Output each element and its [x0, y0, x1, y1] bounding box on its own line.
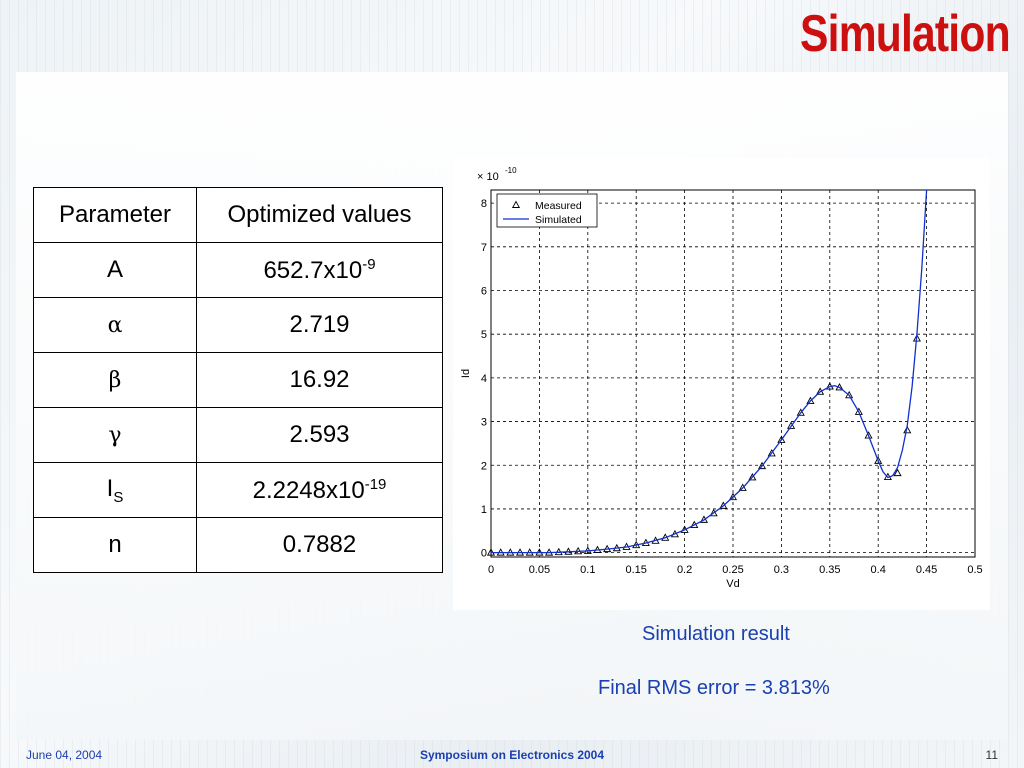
measured-point	[748, 473, 757, 481]
measured-point	[893, 468, 902, 477]
measured-point	[719, 501, 728, 509]
table-header-parameter: Parameter	[33, 187, 197, 243]
measured-point	[874, 456, 883, 464]
param-cell: IS	[33, 462, 197, 518]
y-tick-label: 5	[481, 329, 487, 341]
value-cell: 2.2248x10-19	[196, 462, 443, 518]
x-tick-label: 0.05	[529, 564, 550, 576]
measured-point	[845, 390, 854, 399]
y-tick-label: 8	[481, 198, 487, 210]
measured-point	[864, 431, 873, 439]
measured-point	[738, 483, 747, 491]
legend-label: Measured	[535, 200, 582, 212]
measured-point	[709, 508, 718, 517]
measured-point	[757, 461, 767, 470]
y-multiplier: × 10	[477, 171, 499, 183]
x-tick-label: 0.2	[677, 564, 692, 576]
x-tick-label: 0.15	[625, 564, 646, 576]
chart-svg: 0 0.05 0.1 0.15 0.2 0.25 0.3 0.35 0.4 0.45 0.5 0 1 2 3…	[460, 166, 983, 590]
y-tick-label: 2	[481, 460, 487, 472]
simulated-line	[491, 190, 928, 554]
measured-point	[854, 407, 863, 415]
x-tick-label: 0.45	[916, 564, 937, 576]
measured-point	[777, 435, 786, 443]
x-tick-label: 0.25	[722, 564, 743, 576]
iv-chart: 0 0.05 0.1 0.15 0.2 0.25 0.3 0.35 0.4 0.45 0.5 0 1 2 3…	[453, 158, 990, 610]
y-axis-label: Id	[460, 369, 472, 378]
table-row: n 0.7882	[33, 517, 443, 573]
value-cell: 2.593	[196, 407, 443, 463]
x-tick-label: 0.1	[580, 564, 595, 576]
measured-point	[787, 421, 796, 429]
slide-title: Simulation	[800, 5, 1011, 63]
x-tick-label: 0.35	[819, 564, 840, 576]
table-row: A 652.7x10-9	[33, 242, 443, 298]
x-tick-label: 0.5	[967, 564, 982, 576]
y-tick-label: 3	[481, 417, 487, 429]
measured-point	[728, 492, 738, 501]
y-tick-label: 0	[481, 548, 487, 560]
legend-box	[496, 193, 598, 228]
measured-point	[796, 408, 805, 416]
measured-point	[767, 449, 776, 457]
table-header-row: Parameter Optimized values	[33, 187, 443, 243]
caption-result: Simulation result	[642, 623, 790, 645]
param-cell: γ	[33, 407, 197, 463]
param-cell: n	[33, 517, 197, 573]
parameter-table: Parameter Optimized values A 652.7x10-9 …	[33, 187, 443, 573]
measured-point	[806, 396, 815, 404]
y-tick-label: 6	[481, 285, 487, 297]
footer-conference: Symposium on Electronics 2004	[419, 748, 605, 762]
caption-rms-error: Final RMS error = 3.813%	[598, 677, 830, 699]
table-row: α 2.719	[33, 297, 443, 353]
value-cell: 0.7882	[196, 517, 443, 573]
x-tick-label: 0.3	[774, 564, 789, 576]
value-cell: 16.92	[196, 352, 443, 408]
param-cell: β	[33, 352, 197, 408]
table-row: γ 2.593	[33, 407, 443, 463]
footer-date: June 04, 2004	[26, 748, 103, 762]
value-cell: 652.7x10-9	[196, 242, 443, 298]
table-row: IS 2.2248x10-19	[33, 462, 443, 518]
value-cell: 2.719	[196, 297, 443, 353]
legend-label: Simulated	[535, 214, 582, 226]
x-tick-label: 0.4	[871, 564, 886, 576]
table-header-values: Optimized values	[196, 187, 443, 243]
table-row: β 16.92	[33, 352, 443, 408]
param-cell: α	[33, 297, 197, 353]
y-tick-label: 4	[481, 373, 487, 385]
x-tick-label: 0	[488, 564, 494, 576]
param-cell: A	[33, 242, 197, 298]
y-tick-label: 1	[481, 504, 487, 516]
y-tick-label: 7	[481, 242, 487, 254]
measured-point	[903, 425, 912, 434]
x-axis-label: Vd	[726, 578, 739, 590]
legend-marker-measured	[511, 200, 521, 208]
y-multiplier-exponent: -10	[505, 166, 517, 175]
page-number: 11	[985, 748, 998, 762]
